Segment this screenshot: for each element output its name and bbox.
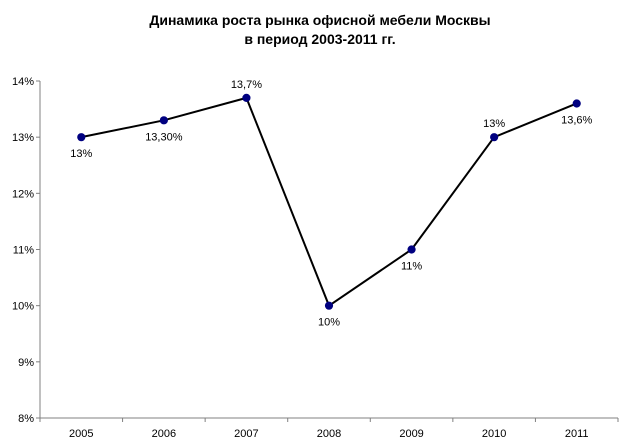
data-label: 13%: [70, 148, 92, 160]
data-point: [572, 99, 581, 108]
chart-title-line-2: в период 2003-2011 гг.: [244, 31, 396, 47]
data-label: 10%: [318, 317, 340, 329]
data-point: [242, 93, 251, 102]
y-tick-label: 12%: [12, 188, 34, 200]
series-layer: [77, 93, 581, 310]
x-tick-label: 2007: [234, 428, 258, 440]
data-point: [77, 133, 86, 142]
data-label: 13%: [483, 118, 505, 130]
data-label: 13,7%: [231, 79, 262, 91]
x-tick-label: 2009: [399, 428, 423, 440]
data-point: [407, 245, 416, 254]
x-tick-label: 2005: [69, 428, 93, 440]
y-axis-ticks: 8% 9% 10% 11% 12% 13% 14%: [12, 76, 40, 425]
x-tick-label: 2006: [152, 428, 176, 440]
chart-axes: [39, 81, 618, 419]
y-tick-label: 13%: [12, 132, 34, 144]
data-label: 13,6%: [561, 114, 592, 126]
data-label: 13,30%: [145, 131, 183, 143]
x-tick-label: 2008: [317, 428, 341, 440]
x-tick-label: 2011: [565, 428, 589, 440]
y-tick-label: 11%: [13, 245, 34, 257]
y-tick-label: 8%: [18, 413, 34, 425]
y-tick-label: 10%: [12, 301, 34, 313]
chart-title-line-1: Динамика роста рынка офисной мебели Моск…: [149, 12, 491, 28]
x-axis-ticks: 2005 2006 2007 2008 2009 2010 2011: [39, 418, 619, 440]
data-point: [490, 133, 499, 142]
y-tick-label: 14%: [12, 76, 34, 88]
x-tick-label: 2010: [482, 428, 506, 440]
y-tick-label: 9%: [18, 357, 34, 369]
data-point: [324, 301, 334, 310]
chart-title: Динамика роста рынка офисной мебели Моск…: [0, 11, 640, 49]
data-labels-layer: 13% 13,30% 13,7% 10% 11% 13% 13,6%: [70, 79, 592, 329]
data-label: 11%: [401, 261, 422, 273]
data-point: [159, 116, 168, 125]
